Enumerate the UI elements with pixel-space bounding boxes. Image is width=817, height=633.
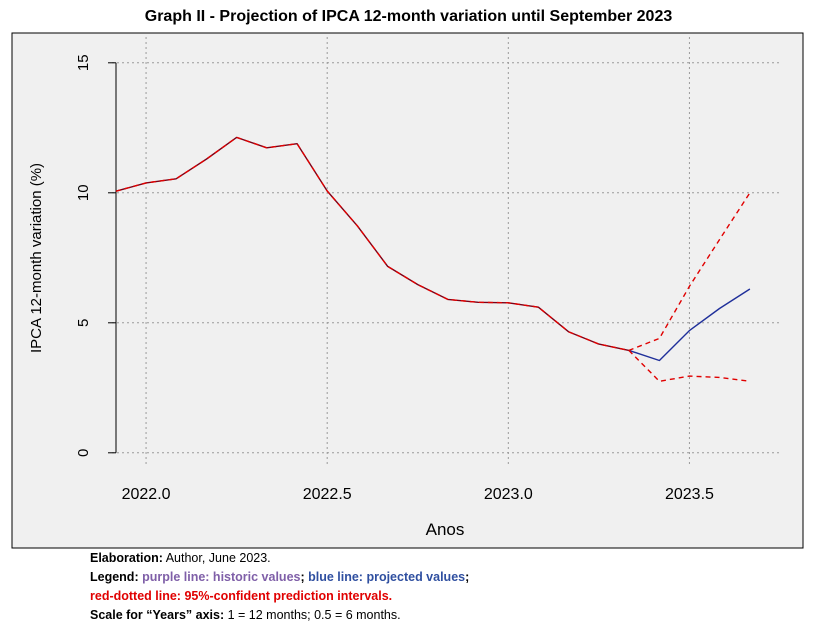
legend-end: ;: [465, 570, 470, 584]
x-tick-label: 2023.5: [665, 486, 714, 503]
figure-notes: Elaboration: Author, June 2023. Legend: …: [90, 549, 469, 625]
y-tick-label: 5: [75, 319, 92, 327]
x-axis-label: Anos: [426, 520, 465, 539]
y-tick-label: 0: [75, 449, 92, 457]
legend-historic: purple line: historic values: [142, 570, 301, 584]
elaboration-note: Elaboration: Author, June 2023.: [90, 549, 469, 568]
grid-lines: [112, 37, 780, 466]
scale-label: Scale for “Years” axis:: [90, 608, 225, 622]
axes: 0 5 10 15 2022.0 2022.5 2023.0 2023.5: [75, 54, 714, 503]
series-projected-line: [628, 288, 751, 362]
elaboration-label: Elaboration:: [90, 551, 163, 565]
series-interval-lower-line: [628, 349, 750, 382]
y-tick-label: 15: [75, 54, 92, 71]
y-axis-label: IPCA 12-month variation (%): [28, 163, 45, 353]
chart-title: Graph II - Projection of IPCA 12-month v…: [144, 8, 673, 25]
x-tick-label: 2022.0: [122, 486, 171, 503]
legend-separator: ;: [300, 570, 309, 584]
plot-frame-background: [11, 32, 804, 549]
legend-note: Legend: purple line: historic values; bl…: [90, 568, 469, 587]
elaboration-text: Author, June 2023.: [162, 551, 271, 565]
legend-projected: blue line: projected values: [308, 570, 466, 584]
x-tick-label: 2023.0: [484, 486, 533, 503]
legend-label: Legend:: [90, 570, 143, 584]
y-tick-label: 10: [75, 184, 92, 201]
x-tick-label: 2022.5: [303, 486, 352, 503]
legend-interval-note: red-dotted line: 95%-confident predictio…: [90, 589, 393, 603]
scale-note: Scale for “Years” axis: 1 = 12 months; 0…: [90, 606, 469, 625]
series-lines: [115, 136, 751, 382]
scale-text: 1 = 12 months; 0.5 = 6 months.: [224, 608, 401, 622]
